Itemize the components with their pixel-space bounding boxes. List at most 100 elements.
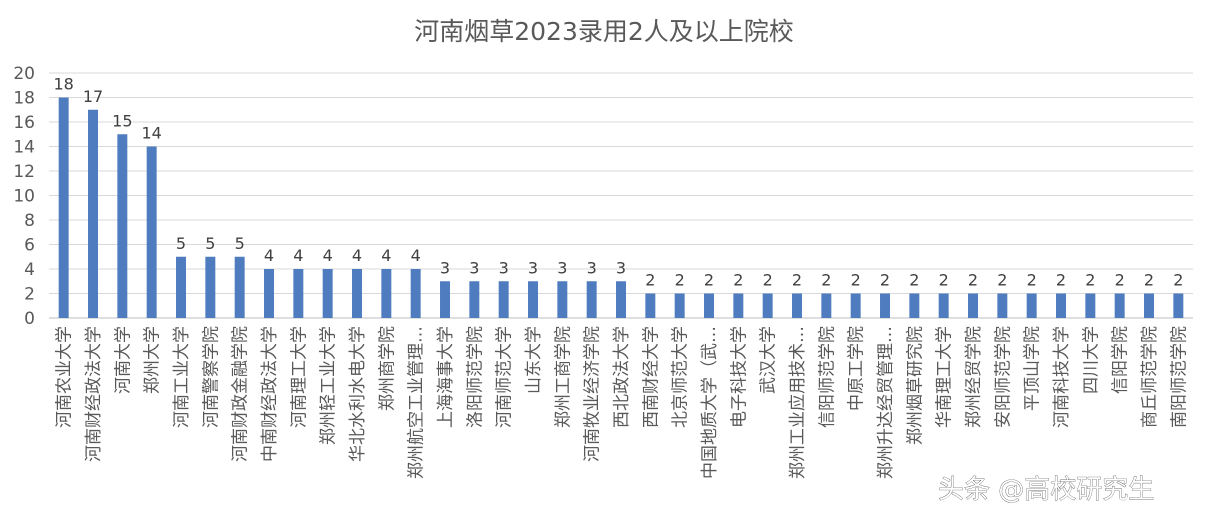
bar	[850, 293, 861, 318]
data-label: 3	[587, 258, 597, 277]
bar	[1144, 293, 1154, 318]
data-label: 2	[968, 271, 978, 290]
bar	[704, 293, 714, 318]
x-tick-label: 华南理工大学	[935, 326, 955, 428]
x-tick-label: 南阳师范学院	[1169, 326, 1189, 428]
data-label: 2	[880, 271, 890, 290]
data-label: 3	[616, 258, 626, 277]
data-label: 3	[528, 258, 538, 277]
data-label: 3	[557, 258, 567, 277]
data-label: 2	[763, 271, 773, 290]
bar	[1173, 293, 1184, 318]
data-label: 2	[792, 271, 802, 290]
bar	[880, 293, 890, 318]
x-tick-label: 信阳学院	[1111, 326, 1131, 394]
x-tick-label: 洛阳师范学院	[465, 326, 485, 428]
data-label: 4	[352, 246, 362, 265]
data-label: 3	[469, 258, 479, 277]
bar	[88, 109, 98, 318]
data-label: 2	[1144, 271, 1154, 290]
data-label: 2	[909, 271, 919, 290]
data-label: 2	[1056, 271, 1066, 290]
y-tick-label: 0	[24, 309, 35, 329]
y-tick-label: 10	[13, 187, 35, 207]
data-label: 2	[1085, 271, 1095, 290]
bar	[410, 269, 421, 318]
bar	[733, 293, 744, 318]
bar	[616, 281, 626, 318]
x-tick-label: 上海海事大学	[436, 326, 456, 428]
bar	[821, 293, 832, 318]
x-tick-label: 郑州烟草研究院	[905, 326, 925, 445]
x-tick-label: 郑州工商学院	[553, 326, 573, 428]
data-label: 5	[235, 234, 245, 253]
bar	[58, 97, 69, 318]
watermark: 头条 @高校研究生	[938, 475, 1154, 505]
x-axis: 河南农业大学 河南财经政法大学 河南大学 郑州大学 河南工业大学 河南警察学院 河南财政金融…	[55, 326, 1190, 479]
x-tick-label: 武汉大学	[759, 326, 779, 394]
x-tick-label: 电子科技大学	[729, 326, 749, 428]
bar	[176, 256, 186, 318]
x-tick-label: 郑州工业应用技术…	[788, 326, 808, 479]
x-tick-label: 山东大学	[524, 326, 544, 394]
x-tick-label: 西南财经大学	[641, 326, 661, 428]
bar	[968, 293, 978, 318]
bar	[264, 269, 274, 318]
chart-title: 河南烟草2023录用2人及以上院校	[414, 17, 794, 46]
x-tick-label: 郑州商学院	[377, 326, 397, 411]
bar	[792, 293, 802, 318]
bar	[557, 281, 568, 318]
bar	[352, 269, 362, 318]
x-tick-label: 河南农业大学	[55, 326, 75, 428]
x-tick-label: 安阳师范学院	[993, 326, 1013, 428]
data-label: 4	[411, 246, 421, 265]
data-label: 2	[939, 271, 949, 290]
bar	[645, 293, 656, 318]
bar	[440, 281, 450, 318]
bar	[381, 269, 392, 318]
y-tick-label: 6	[24, 236, 35, 256]
y-tick-label: 2	[24, 285, 35, 305]
data-label: 2	[704, 271, 714, 290]
x-tick-label: 河南工业大学	[172, 326, 192, 428]
y-tick-label: 8	[24, 211, 35, 231]
data-label: 5	[205, 234, 215, 253]
x-tick-label: 郑州大学	[143, 326, 163, 394]
x-tick-label: 华北水利水电大学	[348, 326, 368, 462]
y-tick-label: 4	[24, 260, 35, 280]
x-tick-label: 河南大学	[113, 326, 133, 394]
x-tick-label: 河南科技大学	[1052, 326, 1072, 428]
data-label: 17	[83, 87, 103, 106]
bar	[293, 269, 304, 318]
x-tick-label: 河南警察学院	[201, 326, 221, 428]
bar	[234, 256, 245, 318]
y-tick-label: 20	[13, 64, 35, 84]
bar	[1056, 293, 1066, 318]
x-tick-label: 郑州升达经贸管理…	[876, 326, 896, 479]
bars	[58, 97, 1184, 318]
x-tick-label: 郑州经贸学院	[964, 326, 984, 428]
data-label: 5	[176, 234, 186, 253]
bar	[909, 293, 920, 318]
x-tick-label: 郑州航空工业管理…	[407, 326, 427, 479]
data-label: 2	[997, 271, 1007, 290]
x-tick-label: 河南理工大学	[289, 326, 309, 428]
y-tick-label: 18	[13, 89, 35, 109]
bar	[498, 281, 509, 318]
data-label: 2	[851, 271, 861, 290]
y-tick-label: 12	[13, 162, 35, 182]
x-tick-label: 西北政法大学	[612, 326, 632, 428]
x-tick-label: 平顶山学院	[1023, 326, 1043, 411]
data-label: 2	[821, 271, 831, 290]
data-label: 4	[381, 246, 391, 265]
bar	[469, 281, 480, 318]
bar	[322, 269, 333, 318]
bar	[1114, 293, 1125, 318]
x-tick-label: 河南财政金融学院	[231, 326, 251, 462]
bar	[938, 293, 949, 318]
x-tick-label: 河南师范大学	[495, 326, 515, 428]
x-tick-label: 北京师范大学	[671, 326, 691, 428]
data-label: 2	[733, 271, 743, 290]
bar	[586, 281, 597, 318]
